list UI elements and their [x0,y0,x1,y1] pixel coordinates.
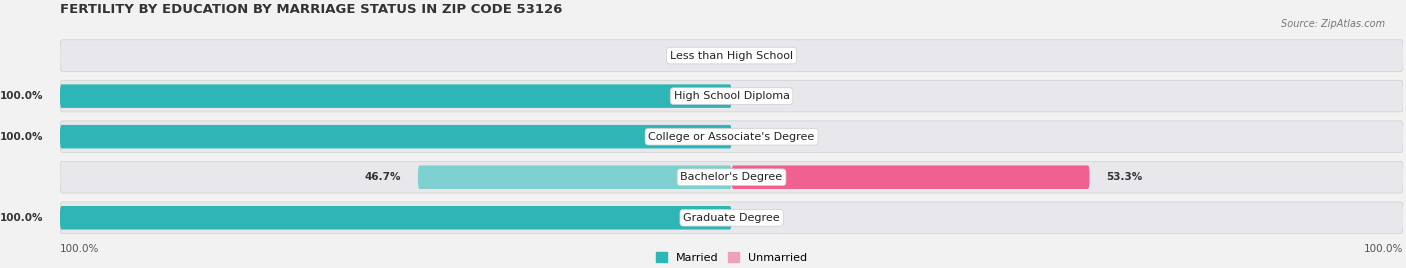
FancyBboxPatch shape [60,125,731,148]
Text: 0.0%: 0.0% [748,91,775,101]
Text: 100.0%: 100.0% [0,91,44,101]
FancyBboxPatch shape [418,165,731,189]
Text: Graduate Degree: Graduate Degree [683,213,780,223]
FancyBboxPatch shape [60,161,1403,193]
Text: 100.0%: 100.0% [1364,244,1403,254]
Text: 0.0%: 0.0% [689,51,714,61]
Text: 100.0%: 100.0% [0,132,44,142]
FancyBboxPatch shape [731,165,1090,189]
Text: Bachelor's Degree: Bachelor's Degree [681,172,783,182]
FancyBboxPatch shape [60,121,1403,152]
Text: College or Associate's Degree: College or Associate's Degree [648,132,814,142]
Text: 100.0%: 100.0% [60,244,100,254]
FancyBboxPatch shape [60,84,731,108]
Legend: Married, Unmarried: Married, Unmarried [652,248,811,267]
Text: 53.3%: 53.3% [1107,172,1143,182]
Text: 0.0%: 0.0% [748,132,775,142]
Text: 100.0%: 100.0% [0,213,44,223]
Text: Less than High School: Less than High School [671,51,793,61]
FancyBboxPatch shape [60,202,1403,234]
FancyBboxPatch shape [60,206,731,229]
Text: 46.7%: 46.7% [364,172,401,182]
Text: Source: ZipAtlas.com: Source: ZipAtlas.com [1281,19,1385,29]
Text: 0.0%: 0.0% [748,51,775,61]
Text: FERTILITY BY EDUCATION BY MARRIAGE STATUS IN ZIP CODE 53126: FERTILITY BY EDUCATION BY MARRIAGE STATU… [60,3,562,16]
FancyBboxPatch shape [60,80,1403,112]
Text: High School Diploma: High School Diploma [673,91,790,101]
Text: 0.0%: 0.0% [748,213,775,223]
FancyBboxPatch shape [60,40,1403,71]
